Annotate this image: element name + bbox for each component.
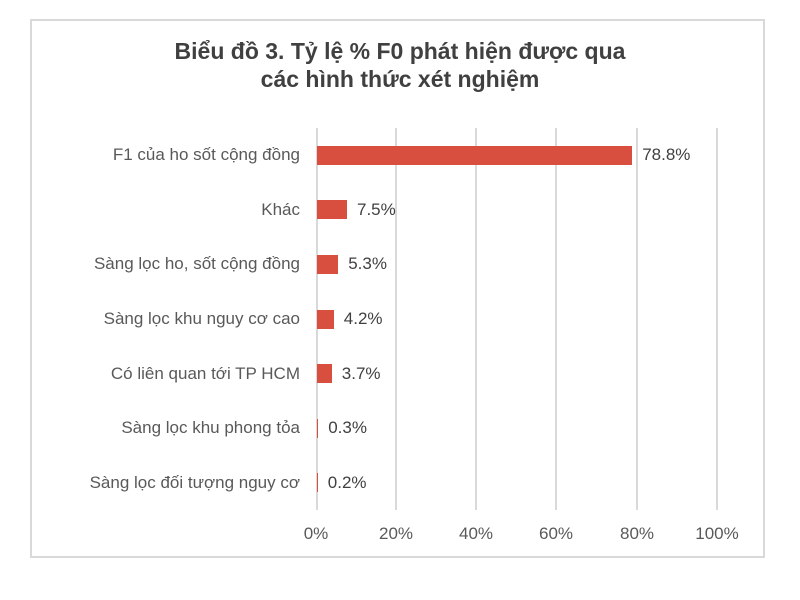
x-tick-label: 80%	[619, 524, 655, 543]
bar	[317, 309, 334, 329]
x-tick-label: 100%	[695, 524, 739, 543]
data-label: 78.8%	[642, 145, 691, 165]
data-label: 3.7%	[341, 363, 381, 383]
gridline-20	[395, 128, 397, 510]
category-label: Sàng lọc khu nguy cơ cao	[103, 309, 300, 328]
gridline-60	[555, 128, 557, 510]
x-tick-label: 20%	[378, 524, 414, 543]
bar	[317, 364, 332, 384]
category-label: Sàng lọc khu phong tỏa	[121, 418, 300, 438]
x-tick-label: 40%	[458, 524, 494, 543]
bar	[317, 145, 633, 165]
chart-title-line-1: Biểu đồ 3. Tỷ lệ % F0 phát hiện được qua	[174, 38, 626, 64]
category-label: Có liên quan tới TP HCM	[110, 363, 300, 383]
data-label: 5.3%	[348, 254, 387, 274]
gridline-80	[636, 128, 638, 510]
data-label: 0.3%	[328, 418, 367, 438]
data-label: 0.2%	[327, 472, 367, 492]
category-label: Khác	[261, 199, 300, 219]
chart-title: Biểu đồ 3. Tỷ lệ % F0 phát hiện được qua…	[0, 37, 800, 93]
category-label: F1 của ho sốt cộng đồng	[112, 145, 300, 165]
chart-frame	[30, 19, 765, 558]
bar	[317, 473, 318, 493]
gridline-100	[716, 128, 718, 510]
x-tick-label: 60%	[538, 524, 574, 543]
category-label: Sàng lọc ho, sốt cộng đồng	[93, 254, 300, 274]
gridline-40	[475, 128, 477, 510]
category-label: Sàng lọc đối tượng nguy cơ	[89, 472, 300, 492]
chart-title-line-2: các hình thức xét nghiệm	[260, 66, 540, 92]
data-label: 4.2%	[343, 309, 383, 328]
x-tick-label: 0%	[303, 524, 329, 543]
data-label: 7.5%	[357, 199, 396, 219]
bar	[317, 418, 319, 438]
bar	[317, 254, 339, 274]
bar	[317, 200, 347, 220]
